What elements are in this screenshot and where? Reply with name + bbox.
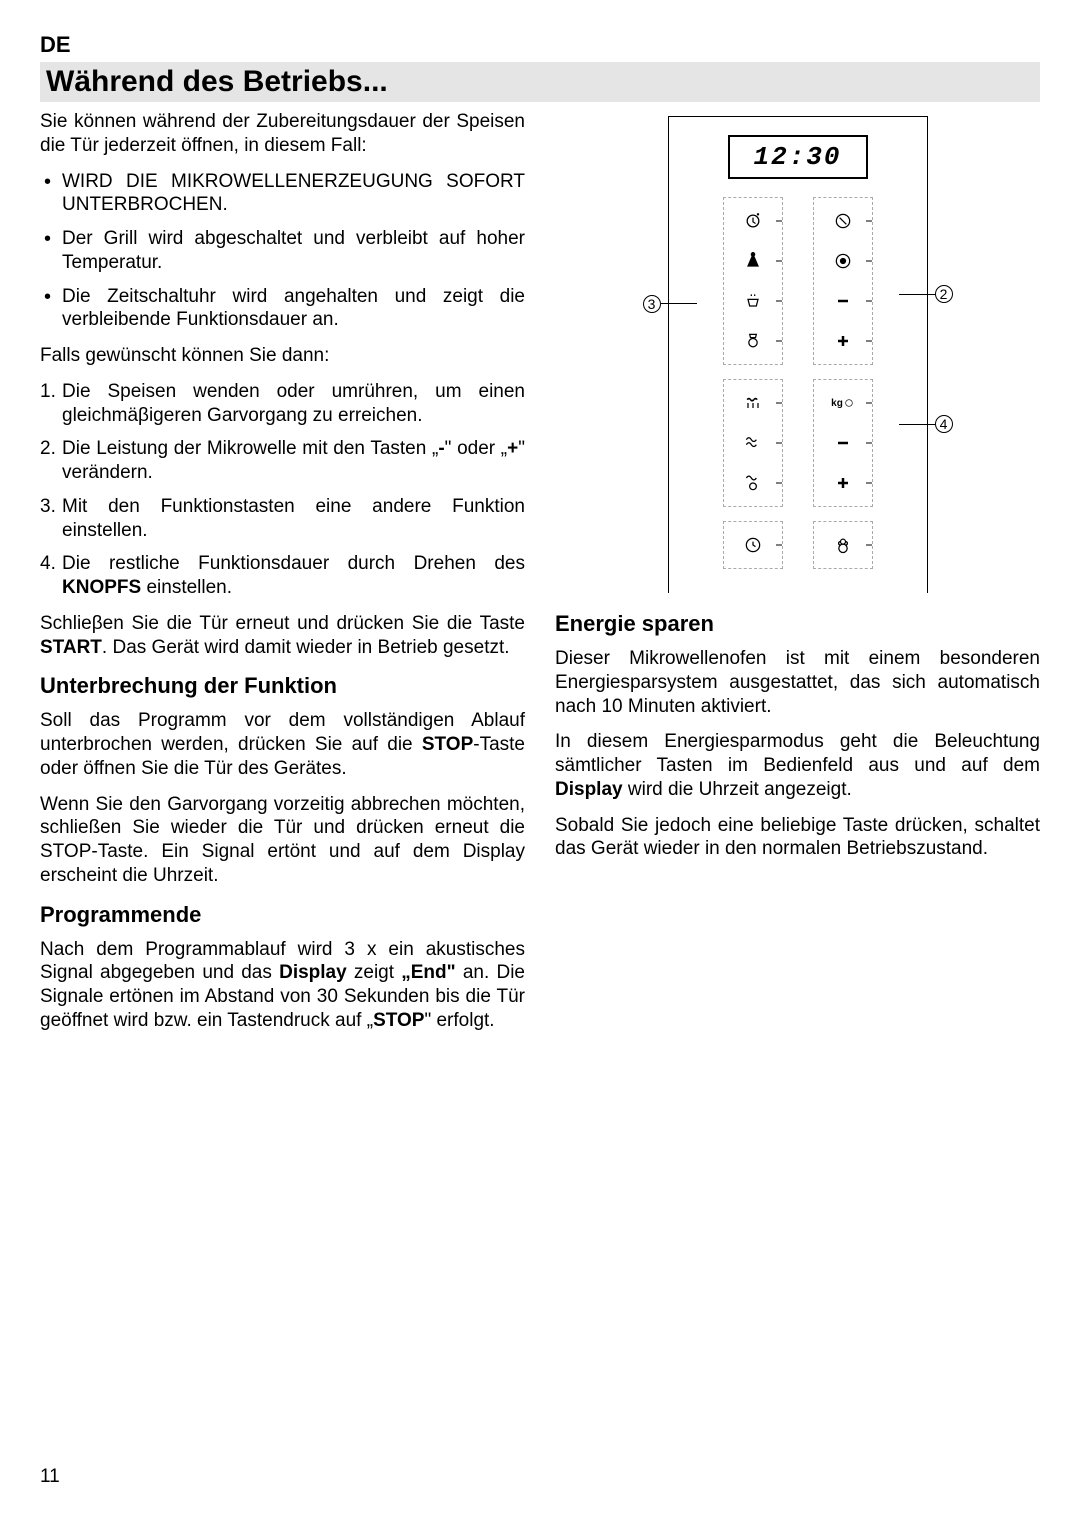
list-text: Die Speisen wenden oder umrühren, um ein… [62, 381, 525, 426]
bullet-list: WIRD DIE MIKROWELLENERZEUGUNG SOFORT UNT… [40, 170, 525, 333]
minus-icon [822, 288, 864, 314]
energie-p1: Dieser Mikrowellenofen ist mit einem bes… [555, 647, 1040, 718]
grill-icon [732, 390, 774, 416]
heading-energie: Energie sparen [555, 611, 1040, 637]
microwave-icon [732, 430, 774, 456]
list-item: 1.Die Speisen wenden oder umrühren, um e… [40, 380, 525, 428]
callout-4: 4 [935, 415, 953, 433]
display: 12:30 [728, 135, 868, 179]
list-text: Mit den Funktionstasten eine andere Funk… [62, 496, 525, 541]
callout-3: 3 [643, 295, 661, 313]
button-group-left-top [723, 197, 783, 365]
button-group-right-top [813, 197, 873, 365]
bullet-item: WIRD DIE MIKROWELLENERZEUGUNG SOFORT UNT… [40, 170, 525, 218]
heading-programmende: Programmende [40, 902, 525, 928]
programmende-p: Nach dem Programmablauf wird 3 x ein aku… [40, 938, 525, 1033]
button-group-right-bottom [813, 521, 873, 569]
callout-line [899, 424, 935, 425]
reheat-icon [732, 288, 774, 314]
then-intro: Falls gewünscht können Sie dann: [40, 344, 525, 368]
defrost-weight-icon [732, 248, 774, 274]
combi-icon [732, 470, 774, 496]
intro-text: Sie können während der Zubereitungsdauer… [40, 110, 525, 158]
page-title: Während des Betriebs... [40, 62, 1040, 102]
control-panel-diagram: 12:30 3 2 4 [668, 116, 928, 593]
bullet-item: Die Zeitschaltuhr wird angehalten und ze… [40, 285, 525, 333]
minus-icon [822, 430, 864, 456]
lock-icon [822, 532, 864, 558]
unterbrechung-p1: Soll das Programm vor dem vollständigen … [40, 709, 525, 780]
start-icon [822, 248, 864, 274]
close-again: Schlieβen Sie die Tür erneut und drücken… [40, 612, 525, 660]
stop-icon [822, 208, 864, 234]
heading-unterbrechung: Unterbrechung der Funktion [40, 673, 525, 699]
callout-2: 2 [935, 285, 953, 303]
callout-line [661, 303, 697, 304]
right-column: 12:30 3 2 4 [555, 110, 1040, 1045]
button-group-left-mid [723, 379, 783, 507]
list-item: 3.Mit den Funktionstasten eine andere Fu… [40, 495, 525, 543]
left-column: Sie können während der Zubereitungsdauer… [40, 110, 525, 1045]
kg-icon: kg [822, 390, 864, 416]
numbered-list: 1.Die Speisen wenden oder umrühren, um e… [40, 380, 525, 600]
list-item: 2.Die Leistung der Mikrowelle mit den Ta… [40, 437, 525, 485]
unterbrechung-p2: Wenn Sie den Garvorgang vorzeitig abbrec… [40, 793, 525, 888]
clock-icon [732, 532, 774, 558]
energie-p2: In diesem Energiesparmodus geht die Bele… [555, 730, 1040, 801]
list-item: 4.Die restliche Funktionsdauer durch Dre… [40, 552, 525, 600]
plus-icon [822, 470, 864, 496]
plus-icon [822, 328, 864, 354]
button-group-left-bottom [723, 521, 783, 569]
bullet-item: Der Grill wird abgeschaltet und verbleib… [40, 227, 525, 275]
page-number: 11 [40, 1466, 60, 1488]
callout-line [899, 294, 935, 295]
energie-p3: Sobald Sie jedoch eine beliebige Taste d… [555, 814, 1040, 862]
button-group-right-mid: kg [813, 379, 873, 507]
defrost-time-icon [732, 208, 774, 234]
language-code: DE [40, 32, 1040, 58]
auto-cook-icon [732, 328, 774, 354]
